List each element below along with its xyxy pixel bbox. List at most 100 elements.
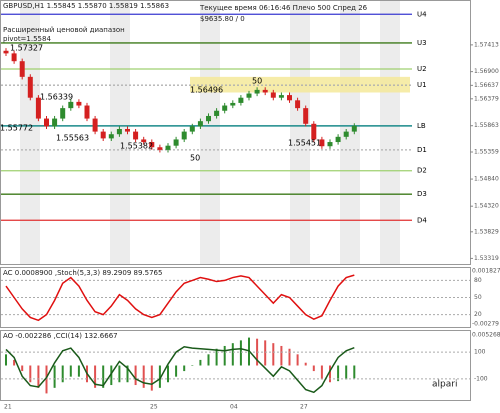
candle-body — [206, 115, 211, 122]
ao-bar — [199, 359, 202, 366]
cci-line — [5, 345, 355, 394]
ao-bar — [215, 348, 218, 366]
ac-scale-bottom: -0.00279 — [472, 321, 499, 328]
candle-body — [108, 134, 114, 139]
level-label: LB — [417, 122, 426, 130]
ao-bar — [264, 340, 267, 366]
candle-body — [238, 97, 244, 103]
candle-body — [141, 139, 147, 143]
candle-body — [230, 102, 236, 106]
level-label: U1 — [417, 81, 427, 89]
brand: alpari — [432, 380, 457, 390]
ao-bar — [29, 365, 32, 383]
ao-bar — [304, 362, 307, 366]
ao-bar — [77, 365, 80, 377]
candle-body — [295, 100, 301, 109]
price-annotation: 1.57327 — [10, 44, 43, 53]
ao-bar — [13, 359, 16, 366]
candle-body — [214, 110, 220, 116]
info-line: Текущее время 06:16:46 Плечо 500 Спред 2… — [199, 4, 368, 12]
candle-body — [11, 53, 17, 62]
x-label: 27 — [300, 404, 308, 411]
ao-bar — [69, 365, 72, 377]
level-label: D1 — [417, 146, 427, 154]
candle-body — [254, 89, 260, 94]
candle-body — [343, 131, 349, 137]
candle-body — [44, 118, 49, 127]
candle-body — [351, 125, 357, 132]
price-annotation: 1.55451 — [288, 139, 321, 148]
candle-body — [303, 108, 309, 124]
ao-bar — [21, 365, 24, 372]
info-line: $9635.80 / 0 — [200, 15, 245, 23]
level-label: U4 — [417, 10, 427, 18]
y-tick-label: 1.56379 — [474, 95, 499, 102]
candle-body — [35, 97, 41, 119]
x-label: 25 — [150, 404, 158, 411]
candle-body — [270, 92, 276, 98]
resistance-zone — [190, 76, 410, 93]
candle-body — [84, 105, 90, 119]
ao-bar — [296, 354, 299, 366]
candle-body — [246, 93, 252, 98]
ao-bar — [345, 365, 348, 380]
price-annotation: 1.55382 — [120, 142, 153, 151]
candle-body — [173, 139, 179, 146]
candle-body — [335, 136, 341, 143]
y-tick-label: 1.55863 — [474, 122, 499, 129]
y-tick-label: 1.54840 — [474, 176, 499, 183]
ao-bar — [126, 365, 129, 383]
candle-body — [116, 129, 122, 135]
candle-body — [100, 131, 106, 139]
candle-body — [133, 131, 139, 140]
candle-body — [157, 147, 163, 150]
level-label: U3 — [417, 39, 427, 47]
ao-title: AO -0.002286 ,CCI(14) 132.6667 — [3, 332, 118, 340]
candle-body — [149, 142, 155, 148]
ao-bar — [167, 365, 169, 383]
candle-body — [262, 89, 268, 93]
candle-body — [125, 129, 130, 132]
stoch-line — [5, 274, 355, 322]
session-band — [290, 1, 310, 264]
ao-bar — [353, 365, 356, 379]
y-tick-label: 1.57413 — [474, 41, 499, 48]
candle-body — [3, 50, 9, 54]
cci-tick-label: -100 — [474, 375, 488, 382]
price-annotation: 50 — [190, 154, 200, 163]
candle-body — [60, 108, 66, 119]
candle-body — [189, 126, 195, 132]
ao-bar — [175, 365, 178, 377]
cci-tick-label: 100 — [474, 349, 486, 356]
price-annotation: 1.56496 — [190, 86, 223, 95]
ao-bar — [5, 354, 7, 366]
ao-bar — [239, 340, 242, 366]
ao-bar — [272, 343, 275, 366]
y-tick-label: 1.56900 — [474, 68, 499, 75]
y-tick-label: 1.53829 — [474, 228, 499, 235]
ao-bar — [231, 343, 234, 366]
level-label: D2 — [417, 167, 427, 175]
ao-bar — [183, 365, 186, 372]
candle-body — [222, 105, 228, 111]
price-annotation: 50 — [252, 77, 262, 86]
ao-bar — [118, 365, 121, 383]
candle-body — [92, 118, 98, 132]
price-annotation: 1.56339 — [40, 93, 73, 102]
ao-bar — [110, 365, 113, 386]
level-label: D4 — [417, 216, 427, 224]
ao-bar — [288, 348, 291, 366]
x-label: 04 — [230, 404, 238, 411]
ao-bar — [223, 345, 226, 366]
candle-body — [27, 76, 33, 98]
price-annotation: 1.55772 — [0, 124, 33, 133]
ac-scale-top: 0.001827 — [472, 268, 500, 275]
ao-bar — [53, 365, 56, 388]
ao-bar — [158, 365, 161, 388]
ao-bar — [142, 365, 145, 388]
ao-bar — [94, 365, 97, 388]
ao-scale-top: 0.005268 — [472, 332, 500, 339]
session-band — [340, 1, 360, 264]
ao-bar — [320, 365, 323, 380]
